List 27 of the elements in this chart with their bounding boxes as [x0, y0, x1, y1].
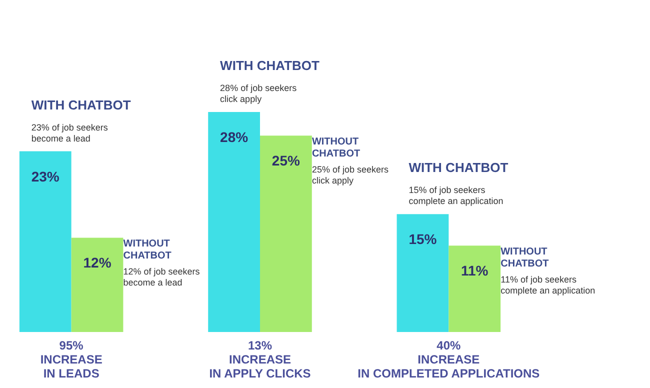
bar	[260, 136, 312, 332]
data-label: 28%	[220, 129, 249, 145]
text: 28% of job seekers click apply	[220, 83, 298, 104]
x-tick-label: 40% INCREASE IN COMPLETED APPLICATIONS	[358, 338, 540, 380]
bar	[396, 214, 449, 332]
data-label: 23%	[31, 168, 60, 184]
annotation: 25% of job seekers click apply	[312, 164, 389, 186]
annotation: 23% of job seekers become a lead	[31, 122, 108, 144]
x-tick-label: 95% INCREASE IN LEADS	[40, 338, 102, 380]
text: WITHOUT CHATBOT	[312, 136, 360, 160]
bar	[19, 151, 72, 332]
series-label: WITHOUT CHATBOT	[123, 238, 172, 262]
bar	[71, 238, 124, 332]
annotation: 12% of job seekers become a lead	[123, 266, 200, 288]
bar	[208, 112, 260, 332]
x-tick-label: 13% INCREASE IN APPLY CLICKS	[209, 338, 311, 380]
annotation: 15% of job seekers complete an application	[408, 185, 504, 206]
data-label: 12%	[83, 254, 112, 271]
text: WITH CHATBOT	[31, 97, 131, 112]
data-label: 15%	[408, 231, 438, 248]
text: WITH CHATBOT	[220, 58, 320, 73]
text: WITH CHATBOT	[408, 160, 508, 176]
data-label: 25%	[272, 152, 300, 169]
text: WITHOUT CHATBOT	[500, 246, 549, 270]
bar	[448, 246, 501, 332]
annotation: 11% of job seekers complete an application	[500, 274, 596, 296]
data-label: 11%	[461, 262, 489, 279]
